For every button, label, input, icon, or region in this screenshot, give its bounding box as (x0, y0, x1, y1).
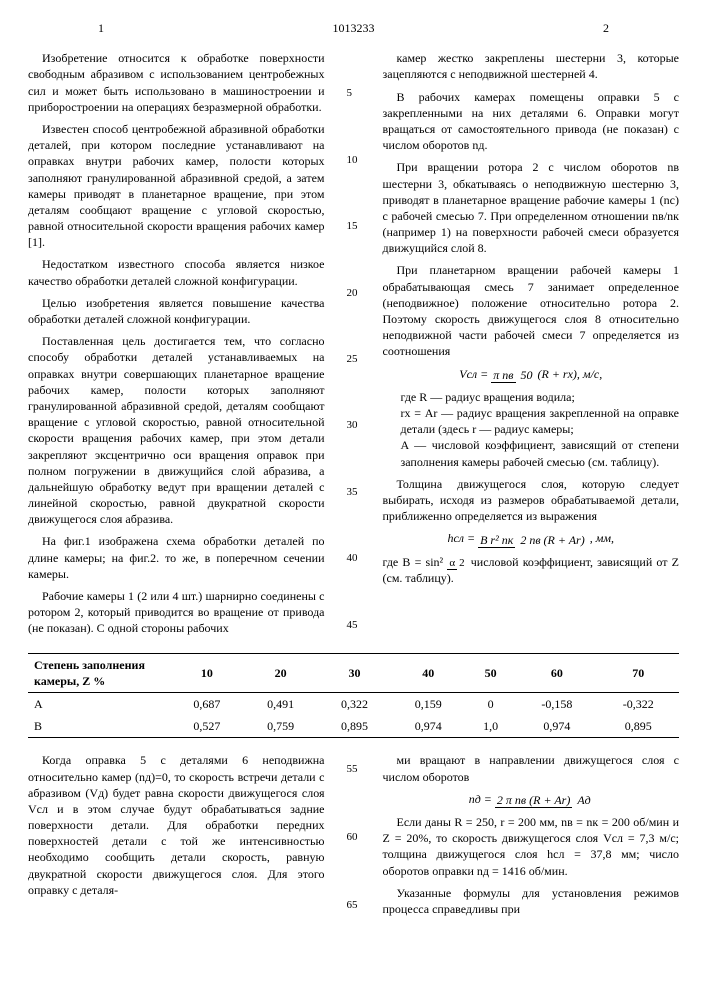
table-cell: 0,322 (318, 692, 392, 715)
table-cell: 0,759 (244, 715, 318, 738)
table-cell: 0,527 (170, 715, 244, 738)
paragraph: Если даны R = 250, r = 200 мм, nв = nк =… (383, 814, 680, 879)
lineno: 5 (347, 86, 361, 101)
lineno: 10 (347, 153, 361, 168)
table-cell: 0,895 (598, 715, 679, 738)
formula-vsl: Vсл = π nв 50 (R + rх), м/с, (383, 366, 680, 383)
document-number: 1013233 (333, 20, 375, 36)
formula-den: 50 (519, 368, 535, 382)
table-col: 20 (244, 653, 318, 692)
lineno: 40 (347, 551, 361, 566)
table-cell: 0,491 (244, 692, 318, 715)
main-columns: Изобретение относится к обработке поверх… (28, 50, 679, 642)
paragraph: Указанные формулы для установления режим… (383, 885, 680, 917)
lower-right-column: ми вращают в направлении движущегося сло… (383, 752, 680, 923)
formula-lhs: Vсл = (459, 367, 488, 381)
table-cell: 0 (465, 692, 516, 715)
lower-left-column: Когда оправка 5 с деталями 6 неподвижна … (28, 752, 325, 923)
lineno: 65 (347, 898, 361, 913)
paragraph: При вращении ротора 2 с числом оборотов … (383, 159, 680, 256)
table-cell: 0,159 (391, 692, 465, 715)
right-column: камер жестко закреплены шестерни 3, кото… (383, 50, 680, 642)
paragraph: Изобретение относится к обработке поверх… (28, 50, 325, 115)
where-a: A — числовой коэффициент, зависящий от с… (401, 438, 680, 468)
paragraph: На фиг.1 изображена схема обработки дета… (28, 533, 325, 582)
formula-den: 2 nв (R + Ar) (518, 533, 586, 547)
paragraph: Известен способ центробежной абразивной … (28, 121, 325, 251)
table-col: 30 (318, 653, 392, 692)
formula-rhs: (R + rх), м/с, (538, 367, 603, 381)
page-header: 1 1013233 2 (28, 20, 679, 36)
table-row-label: B (28, 715, 170, 738)
formula-lhs: hсл = (447, 531, 475, 545)
where-r: R — радиус вращения водила; (419, 390, 575, 404)
paragraph: Когда оправка 5 с деталями 6 неподвижна … (28, 752, 325, 898)
formula-hsl: hсл = B r² nк 2 nв (R + Ar) , мм, (383, 530, 680, 547)
paragraph: камер жестко закреплены шестерни 3, кото… (383, 50, 680, 82)
lineno: 35 (347, 485, 361, 500)
paragraph: где B = sin² α2 числовой коэффициент, за… (383, 554, 680, 587)
where-rx: rх = Ar — радиус вращения закрепленной н… (401, 406, 680, 436)
table-cell: 0,974 (516, 715, 597, 738)
formula-num: 2 π nв (R + Ar) (495, 793, 572, 808)
paragraph: Поставленная цель достигается тем, что с… (28, 333, 325, 527)
formula-num: π nв (491, 368, 515, 383)
where-lead: где (401, 390, 417, 404)
table-cell: -0,322 (598, 692, 679, 715)
paragraph: При планетарном вращении рабочей камеры … (383, 262, 680, 359)
coefficients-table: Степень заполнения камеры, Z % 10 20 30 … (28, 653, 679, 739)
where-block: где R — радиус вращения водила; rх = Ar … (383, 389, 680, 470)
formula-lhs: nд = (469, 792, 492, 806)
table-cell: 1,0 (465, 715, 516, 738)
formula-den: Aд (575, 793, 592, 807)
lower-columns: Когда оправка 5 с деталями 6 неподвижна … (28, 752, 679, 923)
lineno: 55 (347, 762, 361, 777)
paragraph: ми вращают в направлении движущегося сло… (383, 752, 680, 784)
table-cell: 0,974 (391, 715, 465, 738)
line-numbers-lower: 55 60 65 (347, 752, 361, 923)
table-col: 10 (170, 653, 244, 692)
lineno: 25 (347, 352, 361, 367)
lineno: 60 (347, 830, 361, 845)
table-cell: 0,687 (170, 692, 244, 715)
lineno: 15 (347, 219, 361, 234)
lineno: 45 (347, 618, 361, 633)
paragraph: Рабочие камеры 1 (2 или 4 шт.) шарнирно … (28, 588, 325, 637)
page-number-right: 2 (603, 20, 609, 36)
formula-unit: , мм, (590, 531, 614, 545)
table-cell: 0,895 (318, 715, 392, 738)
formula-nd: nд = 2 π nв (R + Ar) Aд (383, 791, 680, 808)
table-col: 70 (598, 653, 679, 692)
left-column: Изобретение относится к обработке поверх… (28, 50, 325, 642)
line-numbers: 5 10 15 20 25 30 35 40 45 (347, 50, 361, 642)
paragraph: Недостатком известного способа является … (28, 256, 325, 288)
text: где B = sin² (383, 555, 444, 569)
table-col: 50 (465, 653, 516, 692)
lineno: 20 (347, 286, 361, 301)
paragraph: В рабочих камерах помещены оправки 5 с з… (383, 89, 680, 154)
formula-num: B r² nк (478, 533, 515, 548)
table-cell: -0,158 (516, 692, 597, 715)
table-row-label: A (28, 692, 170, 715)
table-col: 60 (516, 653, 597, 692)
page-number-left: 1 (98, 20, 104, 36)
lineno: 30 (347, 418, 361, 433)
paragraph: Толщина движущегося слоя, которую следуе… (383, 476, 680, 525)
table-col: 40 (391, 653, 465, 692)
paragraph: Целью изобретения является повышение кач… (28, 295, 325, 327)
table-header: Степень заполнения камеры, Z % (28, 653, 170, 692)
